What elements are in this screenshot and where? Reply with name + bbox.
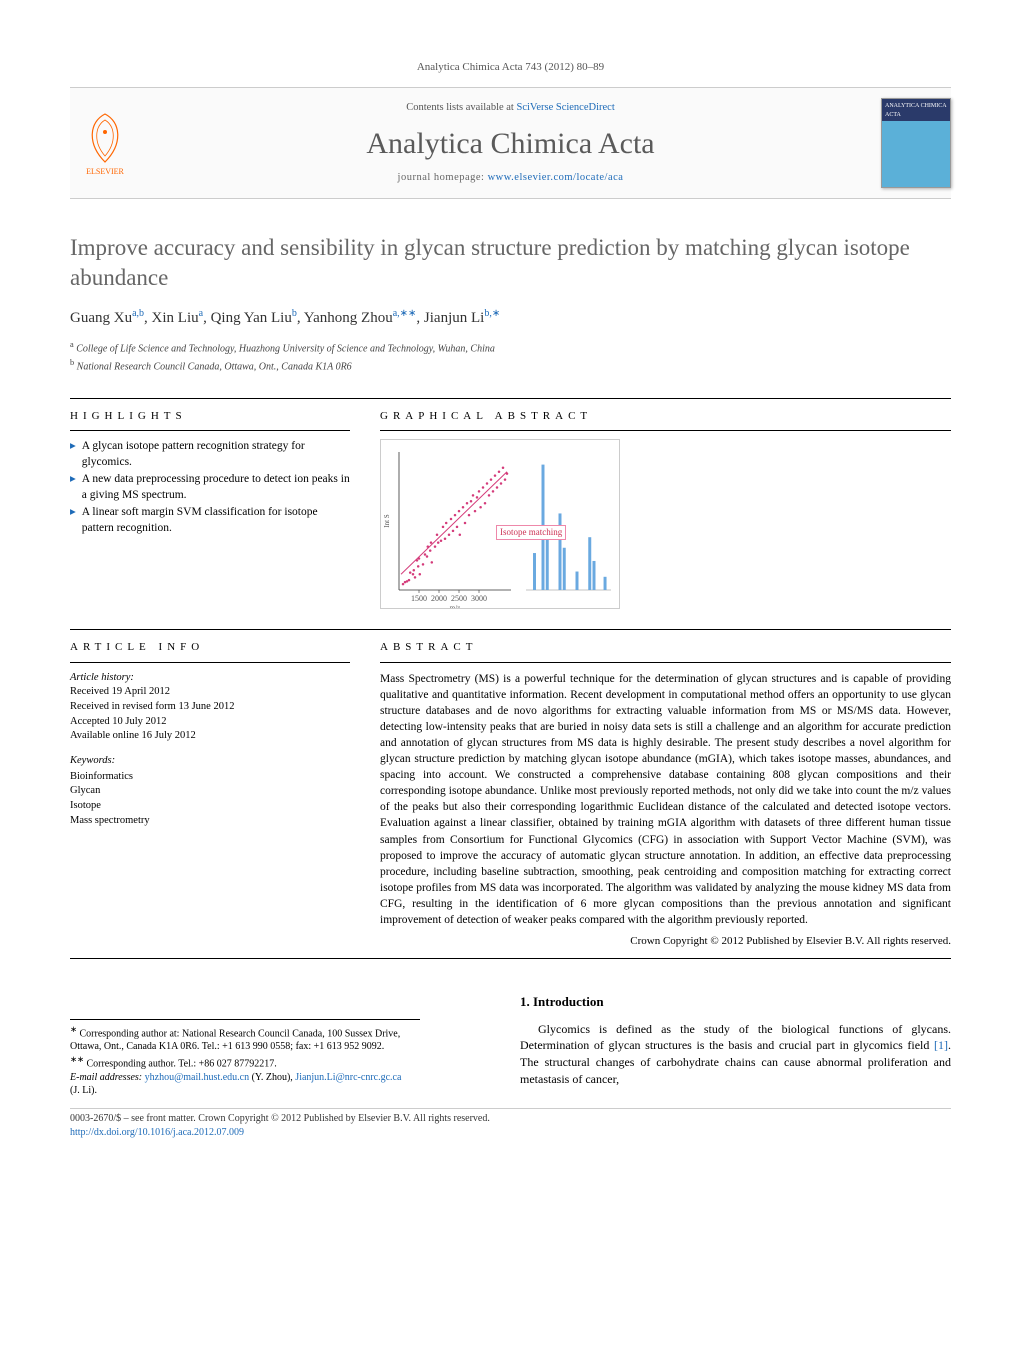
rule <box>70 662 350 663</box>
history-line: Accepted 10 July 2012 <box>70 715 350 730</box>
email-label: E-mail addresses: <box>70 1072 145 1083</box>
rule <box>380 430 951 431</box>
author: Qing Yan Liub <box>211 310 297 326</box>
introduction-heading: 1. Introduction <box>520 993 951 1011</box>
highlight-item: A glycan isotope pattern recognition str… <box>70 439 350 470</box>
email-link-2[interactable]: Jianjun.Li@nrc-cnrc.gc.ca <box>295 1072 401 1083</box>
email-link-1[interactable]: yhzhou@mail.hust.edu.cn <box>145 1072 249 1083</box>
graphical-abstract: 1500 2000 2500 3000 m/z Int S Isotope matchin… <box>380 439 620 609</box>
affiliation: a College of Life Science and Technology… <box>70 339 951 356</box>
publisher-label: ELSEVIER <box>86 166 124 177</box>
doi-link[interactable]: http://dx.doi.org/10.1016/j.aca.2012.07.… <box>70 1127 244 1138</box>
graphical-abstract-heading: GRAPHICAL ABSTRACT <box>380 409 951 424</box>
highlights-list: A glycan isotope pattern recognition str… <box>70 439 350 536</box>
journal-name: Analytica Chimica Acta <box>156 123 865 165</box>
footnote-corr2: Corresponding author. Tel.: +86 027 8779… <box>86 1058 276 1069</box>
history-line: Received in revised form 13 June 2012 <box>70 700 350 715</box>
contents-line: Contents lists available at SciVerse Sci… <box>156 101 865 116</box>
svg-text:1500: 1500 <box>411 594 427 603</box>
homepage-link[interactable]: www.elsevier.com/locate/aca <box>488 172 624 183</box>
article-info-heading: ARTICLE INFO <box>70 640 350 655</box>
rule <box>70 958 951 959</box>
author: Xin Liua <box>152 310 204 326</box>
rule <box>380 662 951 663</box>
ref-link[interactable]: [1] <box>934 1038 948 1052</box>
author: Jianjun Lib,∗ <box>424 310 500 326</box>
author: Guang Xua,b <box>70 310 144 326</box>
svg-text:Int S: Int S <box>383 514 391 528</box>
keyword: Glycan <box>70 784 350 799</box>
footnote-corr1: Corresponding author at: National Resear… <box>70 1028 400 1053</box>
affiliations: a College of Life Science and Technology… <box>70 339 951 374</box>
journal-cover-thumbnail: ANALYTICA CHIMICA ACTA <box>881 98 951 188</box>
highlight-item: A new data preprocessing procedure to de… <box>70 472 350 503</box>
article-history: Article history: Received 19 April 2012R… <box>70 671 350 744</box>
svg-text:m/z: m/z <box>450 604 461 608</box>
sciencedirect-link[interactable]: SciVerse ScienceDirect <box>516 102 614 113</box>
introduction-text: Glycomics is defined as the study of the… <box>520 1021 951 1088</box>
history-line: Available online 16 July 2012 <box>70 729 350 744</box>
graphical-abstract-label: Isotope matching <box>496 525 566 540</box>
abstract-heading: ABSTRACT <box>380 640 951 655</box>
author: Yanhong Zhoua,∗∗ <box>304 310 417 326</box>
author-list: Guang Xua,b, Xin Liua, Qing Yan Liub, Ya… <box>70 307 951 329</box>
footer: 0003-2670/$ – see front matter. Crown Co… <box>70 1108 951 1140</box>
journal-reference: Analytica Chimica Acta 743 (2012) 80–89 <box>70 60 951 75</box>
journal-header: ELSEVIER Contents lists available at Sci… <box>70 87 951 199</box>
issn-line: 0003-2670/$ – see front matter. Crown Co… <box>70 1112 951 1126</box>
elsevier-logo: ELSEVIER <box>70 103 140 183</box>
footnotes: ∗ Corresponding author at: National Rese… <box>70 1019 420 1098</box>
highlight-item: A linear soft margin SVM classification … <box>70 505 350 536</box>
svg-text:3000: 3000 <box>471 594 487 603</box>
svg-text:2500: 2500 <box>451 594 467 603</box>
affiliation: b National Research Council Canada, Otta… <box>70 357 951 374</box>
svg-text:2000: 2000 <box>431 594 447 603</box>
keywords-block: Keywords: BioinformaticsGlycanIsotopeMas… <box>70 754 350 828</box>
copyright-line: Crown Copyright © 2012 Published by Else… <box>380 934 951 949</box>
keyword: Bioinformatics <box>70 770 350 785</box>
highlights-heading: HIGHLIGHTS <box>70 409 350 424</box>
history-line: Received 19 April 2012 <box>70 685 350 700</box>
rule <box>70 430 350 431</box>
keyword: Mass spectrometry <box>70 814 350 829</box>
abstract-text: Mass Spectrometry (MS) is a powerful tec… <box>380 671 951 929</box>
keyword: Isotope <box>70 799 350 814</box>
homepage-line: journal homepage: www.elsevier.com/locat… <box>156 171 865 186</box>
article-title: Improve accuracy and sensibility in glyc… <box>70 233 951 293</box>
